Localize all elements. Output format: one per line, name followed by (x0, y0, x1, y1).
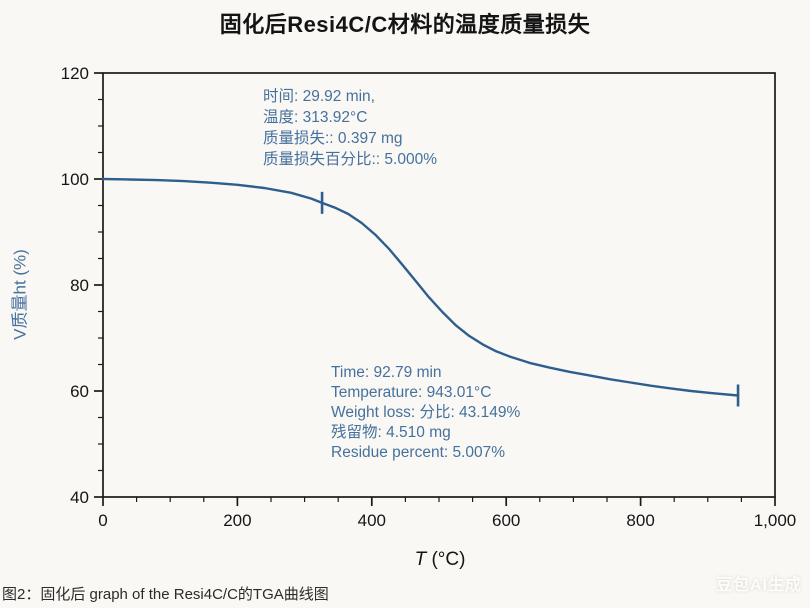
x-axis-label: T (°C) (0, 549, 810, 571)
x-tick-label: 1,000 (754, 511, 797, 530)
x-tick-label: 600 (492, 511, 520, 530)
x-tick-label: 800 (626, 511, 654, 530)
x-tick-label: 400 (358, 511, 386, 530)
y-axis-label: V质量ht (%) (10, 249, 30, 340)
x-axis-symbol: T (414, 549, 427, 570)
y-tick-label: 80 (70, 276, 89, 295)
annotation-residue: Time: 92.79 min Temperature: 943.01°C We… (331, 363, 520, 463)
tga-curve (101, 177, 740, 397)
ai-watermark: 豆包AI生成 (715, 577, 802, 594)
x-tick-label: 200 (223, 511, 251, 530)
annotation-line: Time: 92.79 min (331, 364, 442, 381)
annotation-line: Residue percent: 5.007% (331, 444, 506, 461)
annotation-line: Temperature: 943.01°C (331, 384, 492, 401)
figure-caption: 图2：固化后 graph of the Resi4C/C的TGA曲线图 (2, 586, 329, 603)
y-tick-label: 40 (70, 488, 89, 507)
annotation-line: 温度: 313.92°C (263, 109, 368, 126)
y-tick-label: 120 (61, 64, 89, 83)
annotation-line: 质量损失百分比:: 5.000% (263, 151, 437, 168)
annotation-5pct-loss: 时间: 29.92 min, 温度: 313.92°C 质量损失:: 0.397… (263, 86, 437, 170)
chart-title: 固化后Resi4C/C材料的温度质量损失 (219, 12, 591, 37)
x-tick-label: 0 (98, 511, 107, 530)
x-axis-unit: (°C) (426, 549, 466, 570)
annotation-line: Weight loss: 分比: 43.149% (331, 404, 521, 421)
annotation-line: 残留物: 4.510 mg (331, 424, 451, 441)
y-tick-label: 100 (61, 170, 89, 189)
y-tick-label: 60 (70, 382, 89, 401)
annotation-line: 时间: 29.92 min, (263, 88, 375, 105)
annotation-line: 质量损失:: 0.397 mg (263, 130, 403, 147)
